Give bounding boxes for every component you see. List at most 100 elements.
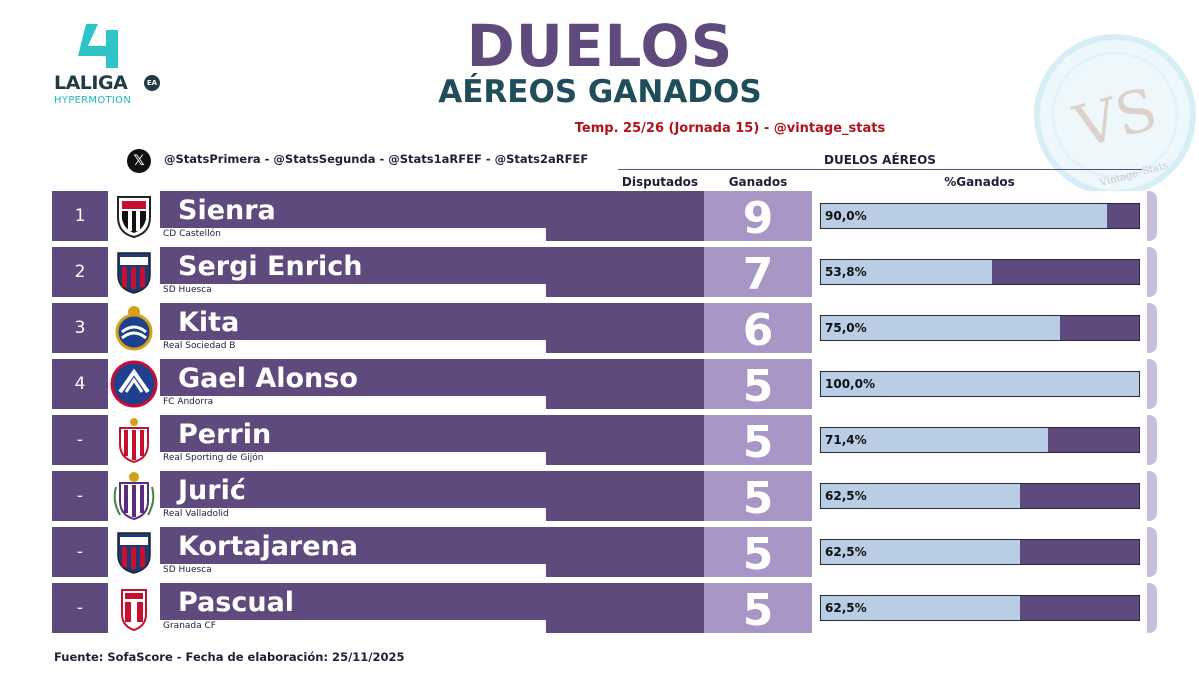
pct-label: 62,5%: [825, 601, 867, 615]
pct-bar: 90,0%: [820, 203, 1140, 229]
row-end-cap: [1147, 191, 1157, 241]
player-name: Pascual: [178, 587, 295, 618]
rank-cell: -: [52, 471, 108, 521]
castellon-crest-icon: [108, 191, 160, 241]
ganados-cell: 5: [704, 527, 812, 580]
ganados-cell: 9: [704, 191, 812, 244]
club-strip: Real Sociedad B: [160, 340, 546, 353]
ganados-value: 5: [742, 361, 774, 412]
ganados-value: 5: [742, 585, 774, 636]
source-footer: Fuente: SofaScore - Fecha de elaboración…: [54, 650, 405, 664]
rank-cell: 2: [52, 247, 108, 297]
pct-label: 100,0%: [825, 377, 875, 391]
player-name: Gael Alonso: [178, 363, 358, 394]
col-header-disputados: Disputados: [621, 175, 699, 189]
rank-cell: 3: [52, 303, 108, 353]
pct-cell: 62,5%: [812, 471, 1147, 521]
granada-crest-icon: [108, 583, 160, 633]
pct-bar: 62,5%: [820, 483, 1140, 509]
club-strip: Granada CF: [160, 620, 546, 633]
group-header: DUELOS AÉREOS: [824, 153, 936, 167]
andorra-crest-icon: [108, 359, 160, 409]
club-name: FC Andorra: [163, 397, 214, 407]
col-header-pct: %Ganados: [944, 175, 1015, 189]
player-name: Kita: [178, 307, 240, 338]
pct-bar-fill: [821, 540, 1020, 564]
logo-sub: HYPERMOTION: [54, 95, 132, 106]
club-name: Real Valladolid: [163, 509, 229, 519]
ganados-value: 5: [742, 529, 774, 580]
huesca-crest-icon: [108, 247, 160, 297]
table-row: 4 Gael Alonso FC Andorra 55 100,0%: [52, 359, 1157, 412]
pct-cell: 62,5%: [812, 583, 1147, 633]
ganados-cell: 5: [704, 359, 812, 412]
row-end-cap: [1147, 527, 1157, 577]
row-end-cap: [1147, 471, 1157, 521]
ganados-value: 7: [742, 249, 774, 300]
rank-cell: -: [52, 415, 108, 465]
club-name: CD Castellón: [163, 229, 221, 239]
pct-label: 53,8%: [825, 265, 867, 279]
logo-brand: LALIGA: [54, 72, 128, 94]
pct-bar-fill: [821, 596, 1020, 620]
ganados-cell: 5: [704, 583, 812, 636]
club-name: Real Sociedad B: [163, 341, 236, 351]
club-strip: SD Huesca: [160, 564, 546, 577]
pct-bar: 62,5%: [820, 595, 1140, 621]
page-title: DUELOS: [466, 12, 734, 80]
pct-bar-fill: [821, 428, 1049, 452]
club-name: Granada CF: [163, 621, 216, 631]
pct-bar-fill: [821, 484, 1020, 508]
player-name: Sergi Enrich: [178, 251, 363, 282]
sporting-crest-icon: [108, 415, 160, 465]
pct-bar: 75,0%: [820, 315, 1140, 341]
rank-cell: -: [52, 527, 108, 577]
pct-label: 62,5%: [825, 489, 867, 503]
row-end-cap: [1147, 303, 1157, 353]
rank-cell: 1: [52, 191, 108, 241]
club-strip: CD Castellón: [160, 228, 546, 241]
laliga-hypermotion-logo: LALIGA EA HYPERMOTION: [52, 20, 162, 110]
social-handles: @StatsPrimera - @StatsSegunda - @Stats1a…: [164, 152, 589, 166]
club-name: Real Sporting de Gijón: [163, 453, 264, 463]
row-end-cap: [1147, 415, 1157, 465]
group-header-rule: [618, 169, 1142, 170]
pct-label: 62,5%: [825, 545, 867, 559]
ganados-value: 5: [742, 473, 774, 524]
pct-cell: 53,8%: [812, 247, 1147, 297]
row-end-cap: [1147, 247, 1157, 297]
pct-bar-fill: [821, 204, 1108, 228]
row-end-cap: [1147, 583, 1157, 633]
player-cell: Gael Alonso FC Andorra 5: [160, 359, 776, 409]
pct-label: 90,0%: [825, 209, 867, 223]
pct-bar-fill: [821, 316, 1060, 340]
player-name: Sienra: [178, 195, 276, 226]
club-strip: SD Huesca: [160, 284, 546, 297]
pct-cell: 75,0%: [812, 303, 1147, 353]
club-strip: FC Andorra: [160, 396, 546, 409]
player-name: Jurić: [178, 475, 246, 506]
club-name: SD Huesca: [163, 565, 212, 575]
club-name: SD Huesca: [163, 285, 212, 295]
pct-cell: 71,4%: [812, 415, 1147, 465]
laliga-mark-icon: [78, 24, 118, 68]
pct-cell: 62,5%: [812, 527, 1147, 577]
col-header-ganados: Ganados: [728, 175, 788, 189]
player-name: Kortajarena: [178, 531, 358, 562]
ganados-value: 5: [742, 417, 774, 468]
pct-label: 71,4%: [825, 433, 867, 447]
ganados-value: 9: [742, 193, 774, 244]
ganados-value: 6: [742, 305, 774, 356]
ganados-cell: 5: [704, 415, 812, 468]
rank-cell: 4: [52, 359, 108, 409]
